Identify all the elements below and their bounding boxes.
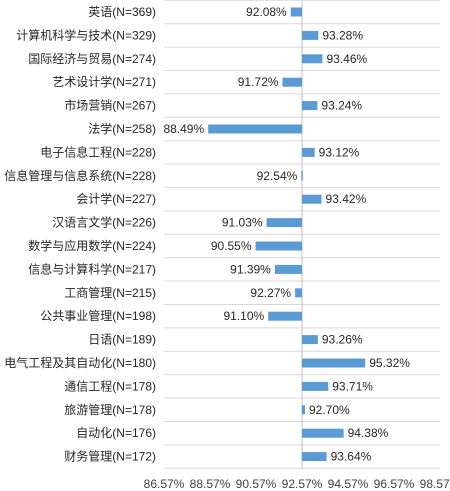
bar bbox=[302, 405, 305, 415]
value-label: 88.49% bbox=[163, 122, 204, 136]
category-label: 法学(N=258) bbox=[88, 121, 156, 136]
bar bbox=[208, 124, 302, 134]
x-tick-label: 96.57% bbox=[374, 477, 415, 491]
value-label: 93.24% bbox=[321, 99, 362, 113]
category-label: 英语(N=369) bbox=[88, 5, 156, 19]
bar bbox=[268, 311, 302, 321]
category-label: 旅游管理(N=178) bbox=[64, 402, 156, 417]
value-label: 91.39% bbox=[230, 262, 271, 276]
value-label: 93.71% bbox=[332, 379, 373, 393]
category-label: 计算机科学与技术(N=329) bbox=[16, 27, 156, 42]
value-label: 91.10% bbox=[223, 309, 264, 323]
bar bbox=[282, 77, 302, 87]
category-label: 会计学(N=227) bbox=[76, 191, 156, 206]
value-label: 93.26% bbox=[322, 333, 363, 347]
value-label: 93.12% bbox=[319, 145, 360, 159]
category-label: 财务管理(N=172) bbox=[64, 449, 156, 464]
bar bbox=[302, 428, 344, 438]
value-label: 94.38% bbox=[348, 426, 389, 440]
bar bbox=[302, 101, 318, 111]
value-label: 95.32% bbox=[369, 356, 410, 370]
value-label: 90.55% bbox=[211, 239, 252, 253]
category-label: 信息与计算科学(N=217) bbox=[28, 261, 156, 276]
x-tick-label: 90.57% bbox=[236, 477, 277, 491]
x-tick-label: 94.57% bbox=[328, 477, 369, 491]
bar bbox=[302, 335, 318, 345]
category-label: 日语(N=189) bbox=[88, 333, 156, 347]
bar bbox=[302, 147, 315, 157]
bar bbox=[302, 30, 319, 40]
x-tick-label: 98.57% bbox=[420, 477, 450, 491]
bar bbox=[302, 358, 366, 368]
category-label: 艺术设计学(N=271) bbox=[52, 74, 156, 89]
category-label: 自动化(N=176) bbox=[76, 426, 156, 440]
value-label: 93.46% bbox=[326, 52, 367, 66]
value-label: 93.42% bbox=[326, 192, 367, 206]
bar bbox=[255, 241, 302, 251]
value-label: 91.03% bbox=[222, 216, 263, 230]
value-label: 92.27% bbox=[250, 286, 291, 300]
category-labels: 英语(N=369) 计算机科学与技术(N=329) 国际经济与贸易(N=274) 艺术… bbox=[4, 5, 156, 464]
value-label: 92.08% bbox=[246, 5, 287, 19]
bar bbox=[302, 381, 329, 391]
category-label: 数学与应用数学(N=224) bbox=[28, 238, 156, 253]
category-label: 国际经济与贸易(N=274) bbox=[28, 51, 156, 66]
bars bbox=[208, 7, 366, 462]
value-label: 93.64% bbox=[331, 450, 372, 464]
gridlines bbox=[164, 0, 440, 469]
bar bbox=[302, 452, 327, 462]
category-label: 电气工程及其自动化(N=180) bbox=[4, 355, 156, 370]
bar bbox=[302, 194, 322, 204]
x-tick-label: 92.57% bbox=[282, 477, 323, 491]
bar bbox=[295, 288, 302, 298]
value-labels: 92.08% 93.28% 93.46% 91.72% 93.24% 88.49% 93.1… bbox=[163, 5, 410, 464]
bar bbox=[274, 264, 302, 274]
category-label: 工商管理(N=215) bbox=[64, 285, 156, 300]
category-label: 电子信息工程(N=228) bbox=[40, 144, 156, 159]
category-label: 通信工程(N=178) bbox=[64, 378, 156, 393]
bar bbox=[302, 54, 323, 64]
value-label: 92.54% bbox=[257, 169, 298, 183]
category-label: 公共事业管理(N=198) bbox=[40, 308, 156, 323]
value-label: 92.70% bbox=[309, 403, 350, 417]
value-label: 91.72% bbox=[238, 75, 279, 89]
x-tick-label: 86.57% bbox=[144, 477, 185, 491]
category-label: 信息管理与信息系统(N=228) bbox=[4, 168, 156, 183]
x-axis-tick-labels: 86.57% 88.57% 90.57% 92.57% 94.57% 96.57% 98.5… bbox=[144, 477, 450, 491]
bar bbox=[266, 218, 302, 228]
category-label: 汉语言文学(N=226) bbox=[52, 215, 156, 230]
x-tick-label: 88.57% bbox=[190, 477, 231, 491]
bar bbox=[301, 171, 303, 181]
value-label: 93.28% bbox=[322, 28, 363, 42]
bar bbox=[290, 7, 302, 17]
category-label: 市场营销(N=267) bbox=[64, 98, 156, 113]
